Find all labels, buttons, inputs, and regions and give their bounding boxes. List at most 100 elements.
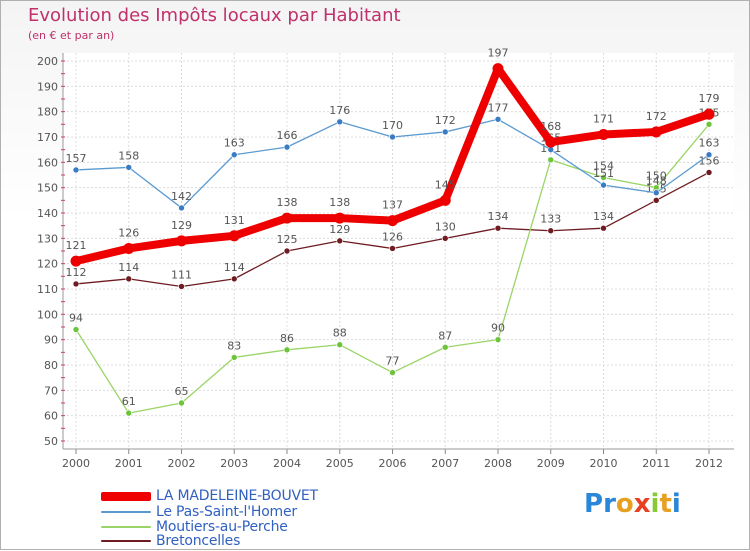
data-point-moutiers-au-perche [230,354,238,361]
logo-letter: t [659,489,672,519]
data-point-le-pas-saint-l-homer [705,151,713,159]
data-point-le-pas-saint-l-homer [72,166,80,174]
data-point-la-madeleine-bouvet [334,212,346,224]
data-label-bretoncelles: 111 [171,268,192,281]
data-label-bretoncelles: 114 [118,261,139,274]
x-tick-label: 2004 [273,457,301,470]
y-tick-label: 200 [37,55,58,68]
y-tick-label: 160 [37,156,58,169]
y-tick-label: 90 [44,334,58,347]
data-point-le-pas-saint-l-homer [494,115,502,123]
data-point-moutiers-au-perche [336,341,344,349]
legend-label-la-madeleine-bouvet: LA MADELEINE-BOUVET [156,488,318,504]
data-label-bretoncelles: 126 [382,230,403,243]
data-point-le-pas-saint-l-homer [600,181,607,189]
data-point-moutiers-au-perche [283,346,291,354]
data-label-moutiers-au-perche: 61 [122,395,136,408]
x-tick-label: 2003 [220,457,248,470]
data-label-moutiers-au-perche: 87 [438,329,452,342]
data-label-bretoncelles: 133 [540,213,561,226]
logo-letter: P [584,489,604,519]
data-label-le-pas-saint-l-homer: 163 [699,137,720,150]
chart-subtitle: (en € et par an) [28,29,115,42]
data-point-le-pas-saint-l-homer [125,164,133,171]
x-tick-label: 2006 [379,457,407,470]
data-label-le-pas-saint-l-homer: 148 [646,175,667,188]
data-point-la-madeleine-bouvet [703,108,715,120]
data-point-la-madeleine-bouvet [123,242,135,254]
data-label-la-madeleine-bouvet: 179 [699,92,720,105]
data-point-bretoncelles [705,169,713,176]
data-label-le-pas-saint-l-homer: 177 [488,101,509,114]
proxiti-logo: Proxiti [584,489,681,519]
x-tick-label: 2012 [695,457,723,470]
data-label-la-madeleine-bouvet: 131 [224,214,245,227]
data-label-le-pas-saint-l-homer: 157 [66,152,87,165]
data-label-moutiers-au-perche: 154 [593,160,614,173]
data-point-moutiers-au-perche [125,409,133,417]
data-point-le-pas-saint-l-homer [230,151,238,159]
data-point-la-madeleine-bouvet [492,63,504,75]
data-point-moutiers-au-perche [705,121,713,128]
logo-letter: x [633,489,651,519]
data-point-la-madeleine-bouvet [387,215,398,227]
data-label-le-pas-saint-l-homer: 172 [435,114,456,127]
data-point-la-madeleine-bouvet [228,230,240,242]
data-label-la-madeleine-bouvet: 138 [329,196,350,209]
y-tick-label: 140 [37,207,58,220]
data-point-bretoncelles [600,224,607,232]
x-tick-label: 2005 [326,457,354,470]
data-label-moutiers-au-perche: 90 [491,322,505,335]
legend-swatch-le-pas-saint-lhomer [101,511,151,513]
y-tick-label: 170 [37,131,58,144]
data-label-la-madeleine-bouvet: 197 [488,47,509,60]
x-tick-label: 2007 [431,457,459,470]
y-tick-label: 130 [37,232,58,245]
y-tick-label: 50 [44,435,58,448]
data-label-bretoncelles: 129 [329,223,350,236]
data-point-bretoncelles [494,224,502,232]
data-point-le-pas-saint-l-homer [178,204,185,212]
data-point-moutiers-au-perche [547,156,555,164]
data-point-le-pas-saint-l-homer [441,128,449,136]
data-label-la-madeleine-bouvet: 126 [118,226,139,239]
data-point-le-pas-saint-l-homer [283,143,291,151]
data-point-la-madeleine-bouvet [545,136,557,148]
data-point-bretoncelles [125,275,133,283]
data-point-la-madeleine-bouvet [439,194,451,206]
data-label-la-madeleine-bouvet: 145 [435,178,456,191]
x-tick-label: 2011 [642,457,670,470]
logo-letter: i [671,489,681,519]
data-label-la-madeleine-bouvet: 129 [171,219,192,232]
data-label-moutiers-au-perche: 65 [175,385,189,398]
data-label-le-pas-saint-l-homer: 176 [329,104,350,117]
chart-title: Evolution des Impôts locaux par Habitant [28,5,401,26]
data-label-moutiers-au-perche: 150 [646,170,667,183]
x-tick-label: 2002 [168,457,196,470]
data-point-la-madeleine-bouvet [650,126,662,138]
logo-letter: o [615,489,634,519]
data-label-le-pas-saint-l-homer: 158 [118,149,139,162]
x-tick-label: 2001 [115,457,143,470]
data-label-moutiers-au-perche: 83 [227,339,241,352]
data-point-bretoncelles [547,227,555,235]
data-point-bretoncelles [72,280,80,288]
data-point-la-madeleine-bouvet [598,128,609,140]
data-point-le-pas-saint-l-homer [336,118,344,126]
data-label-moutiers-au-perche: 77 [386,355,400,368]
legend-label-le-pas-saint-lhomer: Le Pas-Saint-l'Homer [156,504,297,520]
legend-label-bretoncelles: Bretoncelles [156,533,241,549]
data-point-moutiers-au-perche [178,399,185,407]
data-point-bretoncelles [336,237,344,245]
logo-letter: r [603,489,616,519]
data-point-moutiers-au-perche [72,326,80,333]
x-tick-label: 2010 [590,457,618,470]
legend-swatch-la-madeleine-bouvet [101,492,151,501]
data-point-bretoncelles [178,283,185,290]
data-label-la-madeleine-bouvet: 171 [593,112,614,125]
data-label-le-pas-saint-l-homer: 163 [224,137,245,150]
data-point-le-pas-saint-l-homer [652,189,660,197]
data-label-bretoncelles: 114 [224,261,245,274]
data-label-la-madeleine-bouvet: 121 [66,239,87,252]
